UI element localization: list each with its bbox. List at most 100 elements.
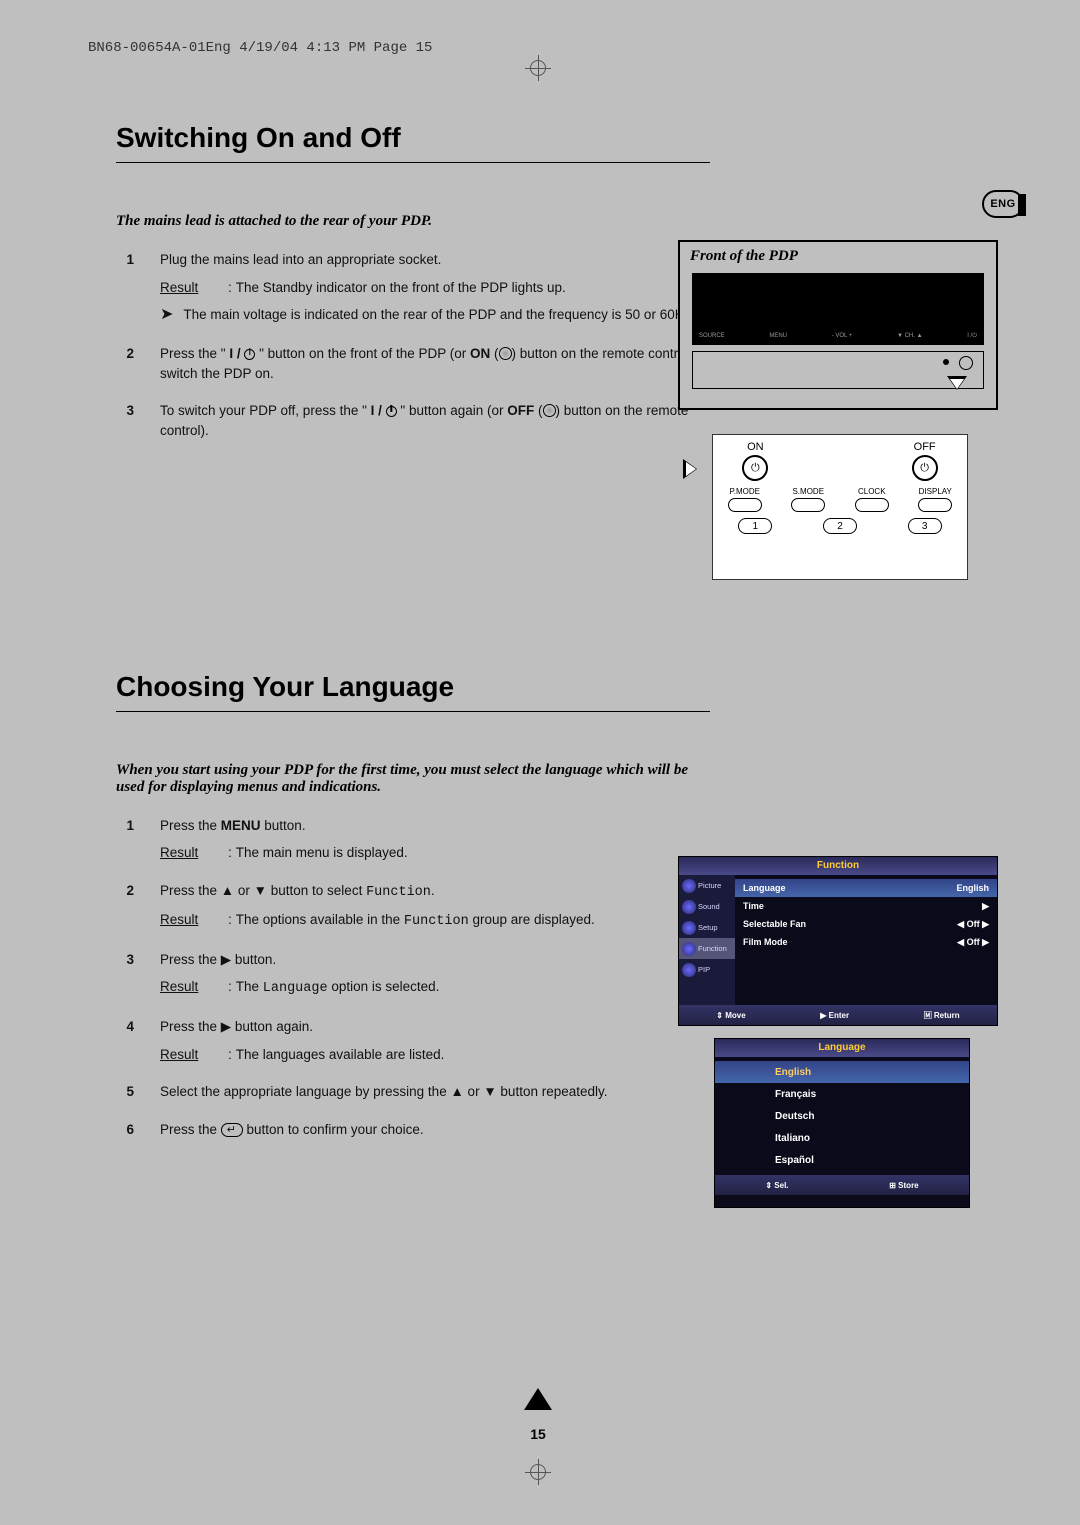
pdp-front-figure: Front of the PDP SOURCEMENU- VOL +▼ CH. … <box>678 240 998 410</box>
osd-language-item: Español <box>715 1149 969 1171</box>
osd-footer-hint: ⇕ Sel. <box>765 1181 788 1190</box>
step-number: 1 <box>116 250 160 326</box>
osd-side-icon <box>682 900 696 914</box>
osd-menu-row: Selectable Fan◀ Off ▶ <box>743 915 989 933</box>
language-tab: ENG <box>982 190 1024 218</box>
remote-on-button: ⏻ <box>742 455 768 481</box>
pdp-front-label: SOURCE <box>699 333 725 340</box>
remote-on-label: ON <box>747 441 764 453</box>
step: 6Press the button to confirm your choice… <box>116 1120 710 1140</box>
pdp-front-label: I /⏻ <box>967 333 977 340</box>
step-number: 5 <box>116 1082 160 1102</box>
step: 5Select the appropriate language by pres… <box>116 1082 710 1102</box>
step: 1Press the MENU button.Result: The main … <box>116 816 710 863</box>
result-text: The Standby indicator on the front of th… <box>236 278 566 298</box>
remote-mode-button: DISPLAY <box>918 487 952 512</box>
pdp-screen: SOURCEMENU- VOL +▼ CH. ▲I /⏻ <box>692 273 984 345</box>
pdp-front-label: ▼ CH. ▲ <box>897 333 923 340</box>
note-text: The main voltage is indicated on the rea… <box>183 305 695 325</box>
remote-number-button: 1 <box>738 518 772 534</box>
step-number: 2 <box>116 881 160 932</box>
step-number: 2 <box>116 344 160 383</box>
step-body: Plug the mains lead into an appropriate … <box>160 250 710 326</box>
result-label: Result <box>160 910 208 932</box>
step-number: 6 <box>116 1120 160 1140</box>
remote-number-button: 2 <box>823 518 857 534</box>
section1-title: Switching On and Off <box>116 122 710 163</box>
result-text: The Language option is selected. <box>236 977 440 999</box>
power-icon <box>244 349 255 360</box>
remote-mode-button: S.MODE <box>791 487 825 512</box>
result-label: Result <box>160 1045 208 1065</box>
step-body: Press the MENU button.Result: The main m… <box>160 816 710 863</box>
pdp-caption: Front of the PDP <box>680 242 996 269</box>
step: 2Press the " I / " button on the front o… <box>116 344 710 383</box>
osd-language-item: Deutsch <box>715 1105 969 1127</box>
step-number: 1 <box>116 816 160 863</box>
step-body: Press the ▲ or ▼ button to select Functi… <box>160 881 710 932</box>
remote-number-button: 3 <box>908 518 942 534</box>
osd-language-item: Français <box>715 1083 969 1105</box>
osd-side-item: Setup <box>679 917 735 938</box>
osd-menu-row: Film Mode◀ Off ▶ <box>743 933 989 951</box>
step-number: 3 <box>116 950 160 999</box>
osd-side-item: Sound <box>679 896 735 917</box>
result-text: The languages available are listed. <box>236 1045 445 1065</box>
step: 3Press the ▶ button.Result: The Language… <box>116 950 710 999</box>
osd-language-item: Italiano <box>715 1127 969 1149</box>
pointer-arrow-icon <box>947 376 967 390</box>
on-button-icon <box>499 347 512 360</box>
osd-side-icon <box>682 963 696 977</box>
pdp-front-panel <box>692 351 984 389</box>
osd-side-icon <box>682 879 696 893</box>
section2-intro: When you start using your PDP for the fi… <box>116 762 710 796</box>
pdp-front-label: MENU <box>769 333 787 340</box>
section1-intro: The mains lead is attached to the rear o… <box>116 213 710 230</box>
remote-off-label: OFF <box>914 441 936 453</box>
osd-side-icon <box>682 942 696 956</box>
remote-mode-button: P.MODE <box>728 487 762 512</box>
step-number: 4 <box>116 1017 160 1064</box>
osd-function-menu: Function PictureSoundSetupFunctionPIP La… <box>678 856 998 1026</box>
power-icon <box>386 406 397 417</box>
result-label: Result <box>160 843 208 863</box>
file-stamp: BN68-00654A-01Eng 4/19/04 4:13 PM Page 1… <box>88 40 432 56</box>
osd-language-menu: Language EnglishFrançaisDeutschItalianoE… <box>714 1038 970 1208</box>
power-ring-icon <box>959 356 973 370</box>
step: 3To switch your PDP off, press the " I /… <box>116 401 710 440</box>
osd-footer-hint: ▶ Enter <box>820 1011 849 1020</box>
section2-title: Choosing Your Language <box>116 671 710 712</box>
remote-figure: ON⏻ . OFF⏻ P.MODES.MODECLOCKDISPLAY 123 <box>712 434 968 580</box>
standby-led <box>943 359 949 365</box>
step-body: Press the " I / " button on the front of… <box>160 344 710 383</box>
osd-side-item: Picture <box>679 875 735 896</box>
step: 2Press the ▲ or ▼ button to select Funct… <box>116 881 710 932</box>
step-body: Press the ▶ button again.Result: The lan… <box>160 1017 710 1064</box>
page-up-arrow-icon <box>524 1388 552 1410</box>
osd-side-item: PIP <box>679 959 735 980</box>
step-body: To switch your PDP off, press the " I / … <box>160 401 710 440</box>
step: 1Plug the mains lead into an appropriate… <box>116 250 710 326</box>
osd-side-item: Function <box>679 938 735 959</box>
result-label: Result <box>160 278 208 298</box>
step-body: Press the button to confirm your choice. <box>160 1120 710 1140</box>
osd-footer-hint: ⊞ Store <box>889 1181 918 1190</box>
osd-language-title: Language <box>715 1039 969 1057</box>
osd-footer-hint: 🄼 Return <box>924 1010 960 1021</box>
osd-menu-row: Time▶ <box>743 897 989 915</box>
osd-side-icon <box>682 921 696 935</box>
off-button-icon <box>543 404 556 417</box>
osd-language-item: English <box>715 1061 969 1083</box>
step-body: Select the appropriate language by press… <box>160 1082 710 1102</box>
result-label: Result <box>160 977 208 999</box>
result-text: The main menu is displayed. <box>236 843 408 863</box>
note-arrow-icon: ➤ <box>160 303 173 326</box>
osd-footer-hint: ⇕ Move <box>716 1011 745 1020</box>
remote-off-button: ⏻ <box>912 455 938 481</box>
step: 4Press the ▶ button again.Result: The la… <box>116 1017 710 1064</box>
osd-menu-row: LanguageEnglish <box>735 879 997 897</box>
enter-icon <box>221 1123 243 1137</box>
step-number: 3 <box>116 401 160 440</box>
step-body: Press the ▶ button.Result: The Language … <box>160 950 710 999</box>
result-text: The options available in the Function gr… <box>236 910 595 932</box>
